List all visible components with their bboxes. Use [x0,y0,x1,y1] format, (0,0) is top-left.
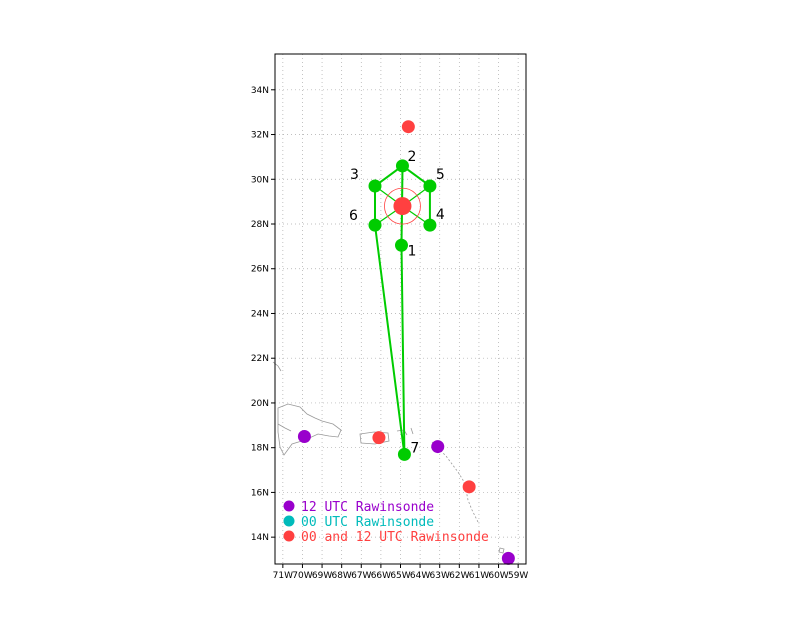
drop-point-marker [368,218,382,232]
lat-tick-label: 30N [251,175,269,185]
rawinsonde-station-marker [401,120,415,134]
legend-swatch [283,530,295,542]
drop-point-label: 3 [350,167,359,183]
lat-tick-label: 18N [251,444,269,454]
lat-tick-label: 32N [251,131,269,141]
haiti-peninsula-coastline [277,423,292,432]
drop-point-label: 5 [436,167,445,183]
lon-tick-label: 60W [488,571,508,581]
drop-point-label: 7 [410,440,419,456]
legend-swatch [283,515,295,527]
rawinsonde-station-marker [431,440,445,454]
hispaniola-coastline [277,403,342,456]
lon-tick-label: 64W [410,571,430,581]
puerto-rico-coastline [359,431,390,445]
lat-tick-label: 16N [251,488,269,498]
lat-tick-label: 24N [251,309,269,319]
lon-tick-label: 63W [430,571,450,581]
drop-point-label: 2 [407,149,416,165]
drop-point-label: 6 [349,208,358,224]
drop-point-marker [423,179,437,193]
lat-tick-label: 28N [251,220,269,230]
lon-tick-label: 67W [351,571,371,581]
lon-tick-label: 62W [449,571,469,581]
legend-label: 00 UTC Rawinsonde [301,515,434,530]
storm-radius-ring [384,187,421,225]
storm-center-marker [393,197,412,216]
lon-tick-label: 59W [508,571,528,581]
storm-center [384,187,421,225]
lat-tick-label: 26N [251,265,269,275]
lat-tick-label: 22N [251,354,269,364]
drop-point-marker [394,238,408,252]
lon-tick-label: 66W [371,571,391,581]
drop-point-marker [368,179,382,193]
rawinsonde-station-marker [462,480,476,494]
rawinsonde-station-marker [501,551,515,565]
lon-tick-label: 65W [390,571,410,581]
drop-point-label: 4 [436,207,445,223]
rawinsonde-station-marker [372,431,386,445]
lat-tick-label: 14N [251,533,269,543]
lat-tick-label: 20N [251,399,269,409]
rawinsonde-stations [297,120,515,565]
grid-lines [275,54,526,564]
rawinsonde-station-marker [297,430,311,443]
lon-tick-label: 61W [469,571,489,581]
flight-track-line [374,163,406,455]
lon-tick-label: 69W [312,571,332,581]
drop-point-label: 1 [407,243,416,259]
lat-tick-label: 34N [251,86,269,96]
barbados-coastline [498,547,505,554]
lon-tick-label: 70W [292,571,312,581]
legend-swatch [283,500,295,512]
lon-tick-label: 71W [273,571,293,581]
legend-label: 00 and 12 UTC Rawinsonde [301,530,489,545]
lesser-antilles-coastline [431,441,480,525]
drop-point-marker [395,159,409,173]
lon-tick-label: 68W [331,571,351,581]
drop-point-marker [423,218,437,232]
drop-point-marker [397,447,411,461]
legend-label: 12 UTC Rawinsonde [301,500,434,515]
drop-points: 1 2 3 4 5 6 7 [349,149,445,461]
